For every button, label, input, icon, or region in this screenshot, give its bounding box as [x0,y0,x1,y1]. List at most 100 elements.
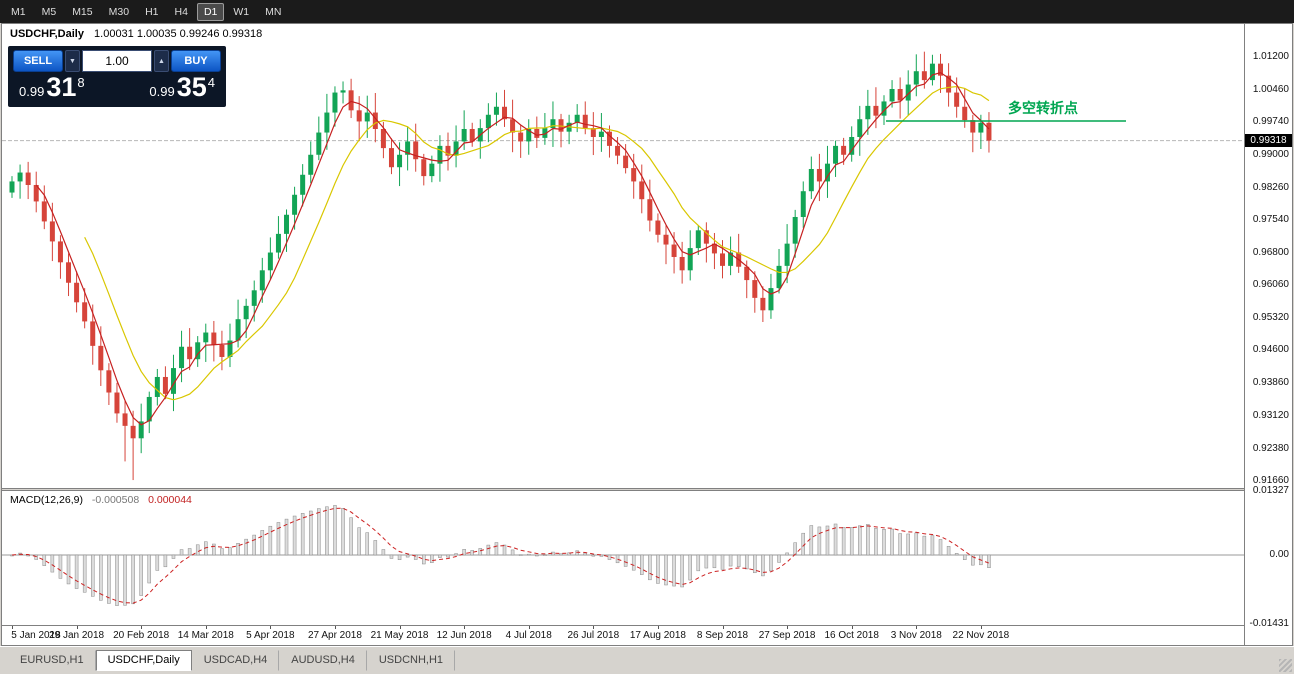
candle-body [929,63,935,81]
macd-signal-line [11,507,990,604]
macd-histogram-bar [50,554,55,573]
macd-histogram-bar [228,547,232,556]
date-axis-tick [399,626,401,629]
date-axis-tick [334,626,336,629]
sell-button[interactable]: SELL [13,50,63,72]
candle-body [114,392,120,414]
candle-body [776,265,782,289]
macd-histogram-bar [680,554,684,588]
indicator-splitter[interactable] [2,488,1244,491]
timeframe-button-m30[interactable]: M30 [102,3,136,21]
macd-indicator-chart[interactable] [2,491,1244,625]
timeframe-button-h4[interactable]: H4 [168,3,195,21]
lot-size-input[interactable] [82,50,152,72]
tab-audusd-h4[interactable]: AUDUSD,H4 [279,650,367,671]
candlestick-chart[interactable] [2,24,1244,488]
macd-histogram-bar [793,542,797,556]
candle-body [203,332,209,343]
candle-body [905,84,911,101]
macd-histogram-bar [825,525,830,556]
candle-body [187,346,193,360]
tab-usdcad-h4[interactable]: USDCAD,H4 [192,650,280,671]
timeframe-button-m5[interactable]: M5 [35,3,64,21]
macd-histogram-bar [648,554,652,581]
candle-body [49,221,55,242]
macd-histogram-bar [736,554,741,567]
candle-body [921,71,927,81]
price-axis-label: 0.95320 [1252,312,1289,324]
price-axis-label: 0.97540 [1252,213,1289,225]
macd-histogram-bar [930,535,935,556]
macd-histogram-bar [446,554,450,558]
macd-histogram-bar [640,554,644,575]
macd-histogram-bar [236,543,240,556]
macd-histogram-bar [664,554,668,586]
timeframe-button-w1[interactable]: W1 [226,3,256,21]
candle-body [162,376,168,394]
lot-decrease-button[interactable]: ▼ [65,50,80,72]
macd-histogram-bar [599,554,604,557]
candle-body [760,297,766,311]
macd-histogram-bar [107,554,111,604]
macd-histogram-bar [849,527,854,556]
timeframe-button-m15[interactable]: M15 [65,3,99,21]
date-axis-label: 8 Sep 2018 [696,630,749,641]
macd-histogram-bar [946,546,951,556]
macd-histogram-bar [890,528,894,556]
date-axis-tick [12,626,13,629]
macd-histogram-bar [66,554,71,585]
price-axis[interactable]: 0.99318 1.01200 1.00460 0.99740 0.99000 0.98… [1244,24,1292,645]
macd-histogram-bar [171,554,176,559]
timeframe-button-mn[interactable]: MN [258,3,288,21]
candle-body [179,346,185,369]
timeframe-button-m1[interactable]: M1 [4,3,33,21]
candle-body [687,248,693,271]
candle-body [574,114,580,123]
candle-body [445,145,451,156]
macd-histogram-bar [535,554,539,557]
tab-eurusd-h1[interactable]: EURUSD,H1 [8,650,96,671]
candle-body [461,128,467,142]
tab-usdcnh-h1[interactable]: USDCNH,H1 [367,650,456,671]
buy-button[interactable]: BUY [171,50,221,72]
date-axis-label: 22 Nov 2018 [952,630,1010,641]
macd-histogram-bar [292,515,297,556]
tab-usdchf-daily[interactable]: USDCHF,Daily [95,650,192,671]
price-axis-label: 0.94600 [1252,344,1289,356]
macd-histogram-bar [260,530,265,556]
price-axis-label: 0.99740 [1252,115,1289,127]
candle-body [356,110,362,122]
macd-histogram-bar [688,554,692,581]
macd-histogram-bar [90,554,95,597]
timeframe-button-d1[interactable]: D1 [196,2,225,21]
macd-histogram-bar [82,554,87,593]
candle-body [502,106,508,120]
date-axis-label: 27 Sep 2018 [758,630,816,641]
candle-body [82,302,88,322]
date-axis-label: 21 May 2018 [370,630,429,641]
date-axis-separator [2,625,1292,626]
candle-body [849,136,855,155]
bid-price-pip: 8 [77,75,85,90]
macd-histogram-bar [333,505,337,556]
candle-body [824,163,830,182]
macd-histogram-bar [777,554,781,563]
macd-histogram-bar [543,554,547,556]
price-axis-label: 0.98260 [1252,181,1289,193]
date-axis-tick [593,626,595,629]
candle-body [122,413,128,426]
chart-title: USDCHF,Daily 1.00031 1.00035 0.99246 0.9… [10,28,262,40]
timeframe-button-h1[interactable]: H1 [138,3,165,21]
candle-body [744,266,750,281]
lot-increase-button[interactable]: ▲ [154,50,169,72]
macd-histogram-bar [753,554,757,574]
macd-histogram-bar [430,554,434,563]
candle-body [938,63,944,76]
date-axis-tick [787,626,789,629]
candle-body [768,288,774,311]
macd-histogram-bar [58,554,63,579]
resize-grip[interactable] [1279,659,1292,672]
macd-histogram-bar [389,554,394,559]
candle-body [74,282,80,303]
